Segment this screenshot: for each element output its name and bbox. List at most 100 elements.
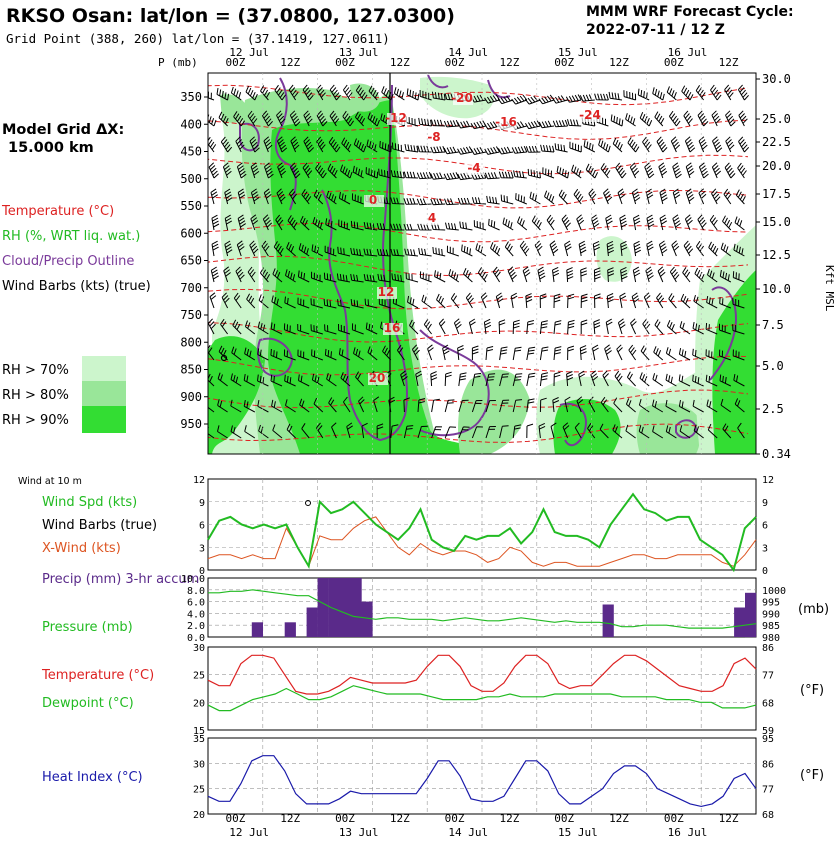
altitude-tick-label: 7.5 <box>762 318 784 332</box>
wind-barb <box>585 163 599 179</box>
wind-barb <box>485 373 496 387</box>
y2-tick-label: 1000 <box>762 586 786 597</box>
wind-barb <box>390 170 405 179</box>
altitude-axis-label: Kft MSL <box>823 265 836 312</box>
wind-barb <box>724 162 736 179</box>
wind-barb <box>363 274 378 283</box>
wind-barb <box>446 245 459 257</box>
wind-barb <box>707 268 718 283</box>
station-title: RKSO Osan: lat/lon = (37.0800, 127.0300) <box>6 5 455 27</box>
wind-barb <box>625 113 636 127</box>
y-tick-label: 4.0 <box>187 609 205 620</box>
wind-barb <box>299 398 310 413</box>
wind-barb <box>418 117 433 127</box>
heat-index-f-unit: (°F) <box>800 768 824 783</box>
bottom-day-label: 14 Jul <box>448 826 488 839</box>
wind-barb <box>544 190 555 205</box>
wind-barb <box>666 320 677 335</box>
wind-barb <box>540 144 555 153</box>
wind-barb <box>471 345 479 360</box>
wind-barb <box>613 397 623 413</box>
wind-barb <box>665 425 677 439</box>
wind-barb <box>231 346 242 361</box>
wind-barb <box>342 110 355 127</box>
precip-bar <box>306 607 318 637</box>
wind-barb <box>423 318 432 335</box>
wind-barb <box>443 172 460 181</box>
wind-barb <box>245 85 258 101</box>
wind-barb <box>338 192 351 205</box>
wind-barb <box>594 93 609 101</box>
wind-barb <box>346 422 353 439</box>
wind-barb <box>276 110 286 127</box>
wind-barb <box>617 188 626 205</box>
series-line <box>207 654 757 695</box>
y2-tick-label: 9 <box>762 498 768 509</box>
wind-barb <box>288 188 297 205</box>
wind-barb <box>498 319 506 335</box>
wind-barb <box>600 163 611 179</box>
wind-barb <box>354 111 366 127</box>
wind-barb <box>719 374 732 387</box>
rh90-swatch <box>82 406 126 433</box>
wind-barb <box>285 269 296 283</box>
wind-barb <box>417 398 426 413</box>
wind-barb <box>326 372 337 387</box>
wind-barb <box>367 346 378 361</box>
wind-barb <box>669 266 680 283</box>
wind-barb <box>719 297 731 309</box>
altitude-tick-label: 2.5 <box>762 402 784 416</box>
wind-barb <box>341 137 352 153</box>
temperature-contour <box>208 389 749 409</box>
wind-barb <box>271 399 283 413</box>
wind-barb <box>303 136 315 153</box>
wind-barb <box>249 136 260 153</box>
wind-barb <box>350 220 364 231</box>
wind-barb <box>631 188 641 205</box>
wind-barb <box>323 272 337 283</box>
y-tick-label: 25 <box>193 785 205 796</box>
wind-barb <box>444 198 459 206</box>
precip-bar <box>602 604 614 637</box>
wind-barb <box>578 240 587 257</box>
wind-barb <box>683 240 694 257</box>
wind-barb <box>286 242 296 257</box>
wind-barb <box>580 267 588 283</box>
wind-barb <box>400 370 408 387</box>
wind-barb <box>526 398 535 413</box>
wind-barb <box>350 247 364 257</box>
wind-barb <box>313 189 324 205</box>
wind-barb <box>247 266 256 283</box>
wind-barb <box>579 345 587 361</box>
wind-barb <box>297 297 310 309</box>
wind-barb <box>504 241 514 257</box>
wind-barb <box>338 219 351 231</box>
wind-barb <box>208 406 215 413</box>
wind-barb <box>638 425 650 439</box>
wind-barb <box>442 344 450 361</box>
wind-panel-title: Wind at 10 m <box>18 476 82 487</box>
y2-tick-label: 86 <box>762 643 774 654</box>
wind-barb <box>519 240 530 257</box>
heat-index-label: Heat Index (°C) <box>42 770 143 785</box>
wind-barb <box>512 319 520 335</box>
wind-barb <box>431 91 446 101</box>
y2-tick-label: 980 <box>762 633 780 644</box>
wind-barb <box>695 85 706 101</box>
wind-barb <box>342 84 353 101</box>
wind-barb <box>432 246 446 257</box>
wind-barb <box>211 214 220 231</box>
heat-index-panel: 20 68 25 77 30 86 35 95 <box>193 734 774 821</box>
wind-barb <box>684 136 696 153</box>
wind-barb <box>707 423 718 439</box>
wind-barb <box>587 422 596 439</box>
y-tick-label: 12 <box>193 475 205 486</box>
altitude-tick-label: 30.0 <box>762 72 791 86</box>
wind-barb <box>546 214 555 231</box>
wind-barb <box>671 240 680 257</box>
y2-tick-label: 86 <box>762 759 774 770</box>
wind-barb <box>289 110 301 127</box>
wind-barb <box>208 162 219 179</box>
wind-barb <box>364 298 378 309</box>
wind-barb <box>331 422 337 439</box>
